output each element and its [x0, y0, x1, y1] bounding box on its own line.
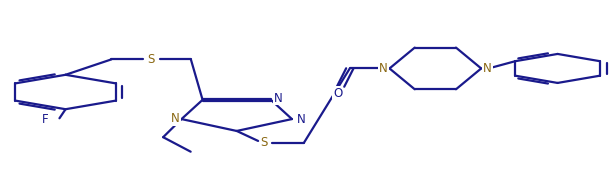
Text: O: O [333, 87, 342, 100]
Text: N: N [171, 112, 180, 125]
Text: S: S [147, 53, 155, 66]
Text: F: F [42, 113, 48, 126]
Text: N: N [274, 91, 282, 105]
Text: S: S [260, 136, 268, 149]
Text: N: N [483, 62, 492, 75]
Text: N: N [297, 114, 306, 126]
Text: N: N [379, 62, 388, 75]
